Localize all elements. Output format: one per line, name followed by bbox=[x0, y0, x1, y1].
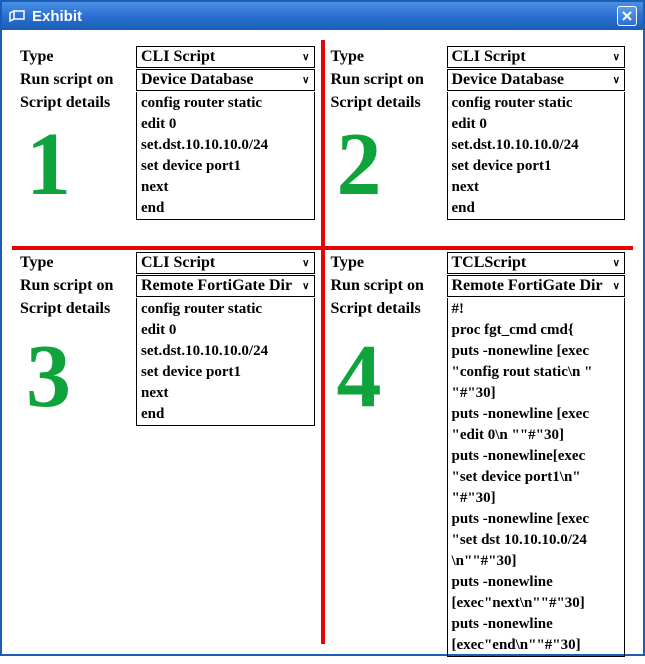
titlebar: Exhibit bbox=[2, 2, 643, 30]
label-run-on: Run script on bbox=[331, 275, 445, 297]
type-select[interactable]: TCLScript ∨ bbox=[447, 252, 626, 274]
type-select[interactable]: CLI Script ∨ bbox=[136, 46, 315, 68]
row-type: Type TCLScript ∨ bbox=[331, 252, 626, 274]
chevron-down-icon: ∨ bbox=[302, 281, 309, 292]
chevron-down-icon: ∨ bbox=[613, 258, 620, 269]
label-type: Type bbox=[20, 252, 134, 274]
label-details: Script details bbox=[20, 92, 134, 114]
panel-number: 2 bbox=[337, 120, 382, 210]
panel-2: 2 Type CLI Script ∨ Run script on bbox=[323, 40, 634, 246]
label-details: Script details bbox=[20, 298, 134, 320]
type-value: CLI Script bbox=[141, 48, 215, 66]
run-on-select[interactable]: Device Database ∨ bbox=[136, 69, 315, 91]
row-run-on: Run script on Remote FortiGate Dir ∨ bbox=[331, 275, 626, 297]
app-icon bbox=[8, 9, 26, 23]
script-details[interactable]: #! proc fgt_cmd cmd{ puts -nonewline [ex… bbox=[447, 298, 626, 657]
type-value: CLI Script bbox=[141, 254, 215, 272]
panel-number: 3 bbox=[26, 332, 71, 422]
divider-vertical bbox=[321, 40, 325, 644]
run-on-value: Device Database bbox=[452, 71, 564, 89]
run-on-value: Remote FortiGate Dir bbox=[452, 277, 603, 295]
titlebar-left: Exhibit bbox=[8, 8, 82, 25]
type-select[interactable]: CLI Script ∨ bbox=[447, 46, 626, 68]
exhibit-window: Exhibit 1 Type CLI Script bbox=[0, 0, 645, 656]
chevron-down-icon: ∨ bbox=[302, 75, 309, 86]
type-select[interactable]: CLI Script ∨ bbox=[136, 252, 315, 274]
divider-horizontal bbox=[12, 246, 633, 250]
script-details[interactable]: config router static edit 0 set.dst.10.1… bbox=[136, 298, 315, 426]
row-type: Type CLI Script ∨ bbox=[20, 46, 315, 68]
label-type: Type bbox=[20, 46, 134, 68]
panel-4: 4 Type TCLScript ∨ Run script on bbox=[323, 246, 634, 664]
run-on-select[interactable]: Device Database ∨ bbox=[447, 69, 626, 91]
content-area: 1 Type CLI Script ∨ Run script on bbox=[2, 30, 643, 654]
row-run-on: Run script on Remote FortiGate Dir ∨ bbox=[20, 275, 315, 297]
chevron-down-icon: ∨ bbox=[613, 52, 620, 63]
run-on-select[interactable]: Remote FortiGate Dir ∨ bbox=[447, 275, 626, 297]
chevron-down-icon: ∨ bbox=[613, 281, 620, 292]
window-title: Exhibit bbox=[32, 8, 82, 25]
panel-number: 1 bbox=[26, 120, 71, 210]
panel-1: 1 Type CLI Script ∨ Run script on bbox=[12, 40, 323, 246]
label-details: Script details bbox=[331, 92, 445, 114]
chevron-down-icon: ∨ bbox=[613, 75, 620, 86]
type-value: TCLScript bbox=[452, 254, 527, 272]
row-type: Type CLI Script ∨ bbox=[20, 252, 315, 274]
label-type: Type bbox=[331, 46, 445, 68]
run-on-value: Remote FortiGate Dir bbox=[141, 277, 292, 295]
label-details: Script details bbox=[331, 298, 445, 320]
type-value: CLI Script bbox=[452, 48, 526, 66]
chevron-down-icon: ∨ bbox=[302, 258, 309, 269]
close-icon bbox=[621, 10, 633, 22]
panel-number: 4 bbox=[337, 332, 382, 422]
label-run-on: Run script on bbox=[20, 69, 134, 91]
label-run-on: Run script on bbox=[20, 275, 134, 297]
row-run-on: Run script on Device Database ∨ bbox=[20, 69, 315, 91]
close-button[interactable] bbox=[617, 6, 637, 26]
script-details[interactable]: config router static edit 0 set.dst.10.1… bbox=[136, 92, 315, 220]
run-on-value: Device Database bbox=[141, 71, 253, 89]
run-on-select[interactable]: Remote FortiGate Dir ∨ bbox=[136, 275, 315, 297]
row-run-on: Run script on Device Database ∨ bbox=[331, 69, 626, 91]
panel-3: 3 Type CLI Script ∨ Run script on bbox=[12, 246, 323, 664]
row-type: Type CLI Script ∨ bbox=[331, 46, 626, 68]
chevron-down-icon: ∨ bbox=[302, 52, 309, 63]
label-type: Type bbox=[331, 252, 445, 274]
label-run-on: Run script on bbox=[331, 69, 445, 91]
script-details[interactable]: config router static edit 0 set.dst.10.1… bbox=[447, 92, 626, 220]
